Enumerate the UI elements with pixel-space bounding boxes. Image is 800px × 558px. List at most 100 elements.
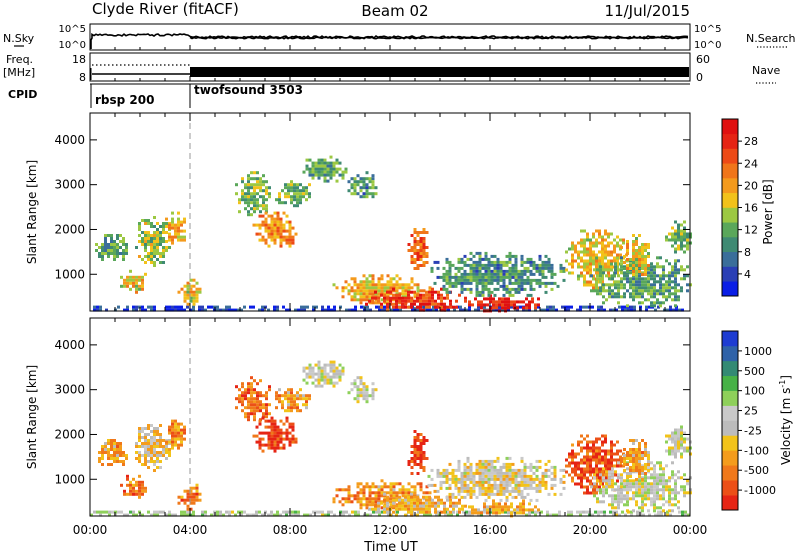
power-cell [514, 278, 518, 282]
power-cell [580, 256, 583, 260]
power-cell [282, 235, 286, 239]
power-cell [320, 164, 324, 168]
velocity-cell [276, 446, 280, 450]
power-cell [126, 281, 129, 285]
velocity-cell [335, 381, 339, 385]
velocity-cell [368, 503, 372, 507]
power-cell [451, 284, 455, 288]
power-cell [159, 225, 162, 228]
power-cell [686, 238, 689, 242]
velocity-cell [428, 491, 432, 495]
velocity-cell [147, 433, 150, 436]
power-cell [104, 240, 107, 243]
power-cell [234, 308, 237, 312]
power-cell [335, 286, 339, 290]
velocity-cell [653, 482, 656, 486]
power-cell [96, 305, 99, 309]
power-cell [288, 229, 292, 233]
velocity-cell [247, 415, 250, 419]
velocity-cell [626, 488, 629, 492]
velocity-cell [192, 495, 196, 499]
velocity-cell [192, 486, 196, 490]
power-cell [150, 246, 153, 249]
power-cell [481, 293, 485, 297]
velocity-cell [171, 431, 174, 435]
velocity-cell [416, 448, 420, 451]
power-cell [267, 229, 271, 233]
power-cell [529, 281, 533, 285]
power-cell [247, 198, 250, 202]
power-cell [520, 287, 524, 291]
power-cell [607, 253, 610, 257]
velocity-cell [291, 434, 295, 438]
velocity-cell [326, 363, 330, 367]
power-cell [647, 286, 650, 290]
power-cell [144, 219, 147, 222]
power-cell [138, 240, 141, 243]
velocity-cell [303, 513, 306, 517]
velocity-cell [586, 464, 589, 468]
velocity-cell [638, 460, 641, 463]
power-cell [490, 260, 494, 264]
velocity-cell [437, 495, 440, 499]
power-cell [460, 275, 464, 279]
power-cell [635, 261, 638, 264]
velocity-cell [159, 454, 162, 457]
velocity-cell [259, 406, 262, 410]
power-cell [398, 286, 402, 290]
velocity-cell [671, 431, 674, 435]
velocity-cell [665, 464, 668, 468]
velocity-cell [291, 513, 294, 517]
velocity-cell [498, 508, 501, 512]
power-cell [630, 308, 633, 312]
velocity-cell [165, 439, 168, 442]
power-cell [608, 286, 611, 290]
velocity-cell [389, 491, 393, 495]
power-cell [356, 192, 360, 196]
power-cell [481, 290, 485, 294]
velocity-cell [505, 486, 509, 490]
power-cell [341, 295, 345, 299]
power-cell [613, 247, 616, 251]
power-cell [180, 287, 184, 291]
velocity-cell [642, 513, 645, 517]
power-cell [378, 305, 381, 309]
velocity-cell [638, 469, 641, 472]
power-cell [159, 261, 162, 264]
velocity-cell [605, 485, 608, 489]
velocity-cell [110, 445, 113, 448]
velocity-cell [443, 507, 446, 511]
power-cell [411, 308, 414, 312]
velocity-cell [180, 510, 183, 514]
velocity-cell [150, 460, 153, 463]
power-cell [404, 286, 408, 290]
power-cell [270, 217, 274, 221]
power-cell [472, 269, 476, 273]
velocity-cell [487, 471, 491, 475]
velocity-cell [547, 492, 551, 496]
velocity-cell [662, 482, 665, 486]
power-cell [678, 308, 681, 312]
velocity-cell [629, 466, 632, 469]
velocity-cell [448, 477, 452, 481]
power-cell [250, 213, 253, 217]
power-cell [469, 269, 473, 273]
power-cell [499, 266, 503, 270]
velocity-cell [253, 400, 256, 404]
velocity-cell [177, 422, 180, 426]
velocity-cell [180, 422, 183, 426]
velocity-cell [541, 471, 545, 475]
time-tick-label: 20:00 [573, 523, 608, 537]
velocity-cell [492, 511, 495, 515]
velocity-cell [601, 443, 604, 447]
velocity-cell [119, 448, 122, 451]
power-cell [577, 277, 580, 281]
power-cell [448, 272, 452, 276]
power-cell [623, 271, 626, 275]
velocity-cell [495, 508, 498, 512]
power-cell [144, 246, 147, 249]
velocity-echo-region [468, 499, 540, 518]
velocity-cell [659, 476, 662, 480]
power-cell [617, 268, 620, 272]
power-cell [599, 268, 602, 272]
